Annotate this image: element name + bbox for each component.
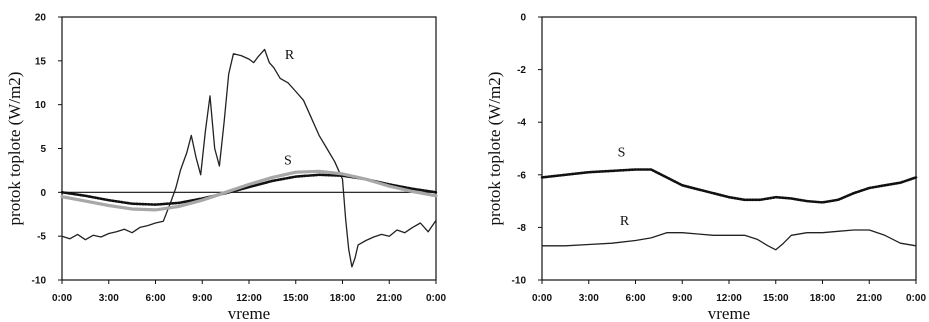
chart2-x-tick-label: 0:00	[532, 293, 552, 304]
chart1-y-tick-label: 15	[35, 56, 47, 67]
chart2-series-line-s	[540, 168, 918, 204]
chart1-x-tick-label: 18:00	[330, 293, 356, 304]
chart2-y-tick-label: -10	[512, 276, 527, 287]
chart2-series-line-r	[541, 229, 917, 251]
chart1-y-tick-label: -10	[32, 276, 47, 287]
chart2-series-annotation-s: S	[618, 145, 626, 160]
chart2-x-tick-label: 15:00	[763, 293, 789, 304]
chart1-y-tick-label: 5	[40, 144, 46, 155]
chart1-series-line-r	[61, 48, 437, 268]
chart2-x-axis-label: vreme	[708, 304, 750, 322]
chart1-y-tick-label: 20	[35, 13, 47, 24]
chart1-x-tick-label: 0:00	[52, 293, 72, 304]
chart1-x-tick-label: 9:00	[192, 293, 212, 304]
chart1-x-tick-label: 0:00	[426, 293, 446, 304]
chart1-series-line-unnamed-2	[60, 169, 438, 212]
chart1-series-annotation-r: R	[285, 48, 295, 63]
chart2-y-tick-label: -8	[517, 223, 526, 234]
chart1-y-axis-label: protok toplote (W/m2)	[5, 72, 24, 226]
chart1-y-tick-label: 0	[40, 188, 46, 199]
chart2-y-tick-label: -2	[517, 65, 526, 76]
chart1-x-tick-label: 6:00	[145, 293, 165, 304]
chart2-y-tick-label: 0	[520, 13, 526, 24]
chart1-group: 20 15 10 5 0 -5 -10 0:00 3:00 6:00 9:00 12:00 15:00 1…	[5, 13, 446, 322]
chart1-series-line-s	[60, 173, 438, 206]
chart1-x-tick-label: 3:00	[99, 293, 119, 304]
chart2-x-tick-label: 21:00	[856, 293, 882, 304]
chart2-y-tick-label: -4	[517, 118, 526, 129]
chart1-x-tick-label: 12:00	[236, 293, 262, 304]
chart2-x-tick-label: 18:00	[810, 293, 836, 304]
chart2-y-axis-label: protok toplote (W/m2)	[485, 72, 504, 226]
chart2-x-tick-label: 0:00	[906, 293, 926, 304]
chart1-y-tick-label: 10	[35, 100, 47, 111]
chart2-x-tick-label: 9:00	[672, 293, 692, 304]
chart1-plot-frame	[61, 16, 437, 281]
chart1-x-axis-label: vreme	[228, 304, 270, 322]
chart2-plot-frame	[541, 16, 917, 281]
chart2-group: 0 -2 -4 -6 -8 -10 0:00 3:00 6:00 9:00 12:00 15:00 18…	[485, 13, 926, 322]
chart1-x-tick-label: 15:00	[283, 293, 309, 304]
chart2-y-tick-label: -6	[517, 170, 526, 181]
chart2-x-tick-label: 3:00	[579, 293, 599, 304]
chart1-x-tick-label: 21:00	[376, 293, 402, 304]
chart2-series-annotation-r: R	[620, 214, 630, 229]
chart2-x-tick-label: 12:00	[716, 293, 742, 304]
chart1-y-tick-label: -5	[37, 232, 46, 243]
chart1-series-annotation-s: S	[284, 153, 292, 168]
chart2-x-tick-label: 6:00	[625, 293, 645, 304]
